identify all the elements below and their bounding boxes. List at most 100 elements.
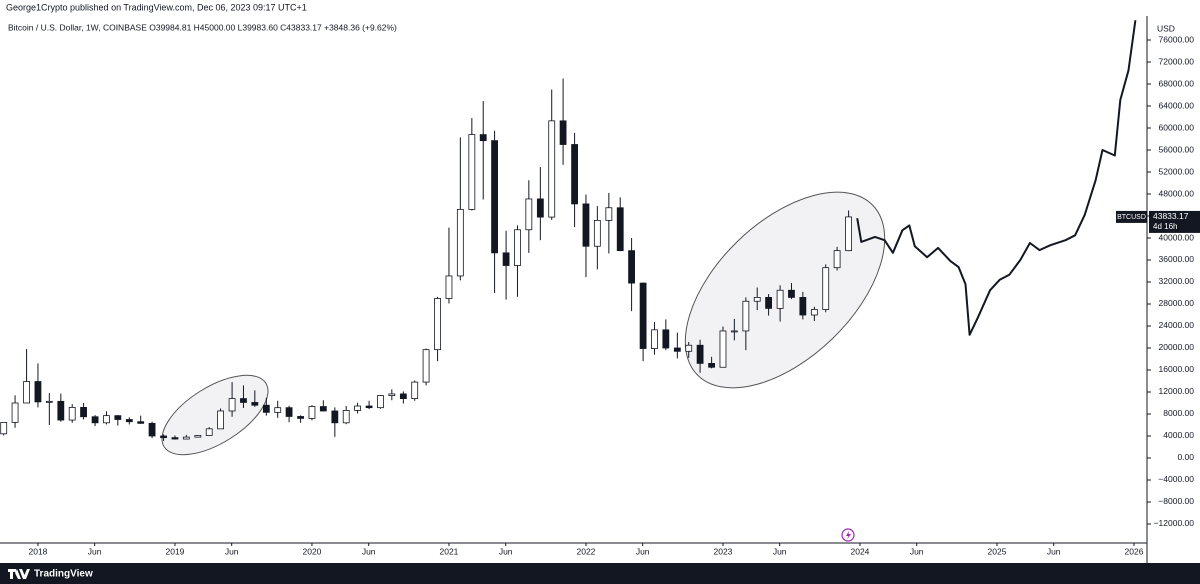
- candle-body: [719, 330, 727, 368]
- candle-body: [845, 216, 853, 252]
- candle-body: [673, 347, 681, 352]
- x-tick-label: 2025: [988, 546, 1007, 556]
- candle-body: [182, 436, 190, 440]
- y-tick-label: 20000.00: [1159, 342, 1195, 352]
- candle-body: [160, 435, 167, 439]
- highlight-ellipse: [684, 191, 886, 389]
- x-tick-label: 2024: [851, 546, 870, 556]
- candle-body: [730, 330, 738, 333]
- event-icon[interactable]: [841, 528, 855, 542]
- candle-body: [810, 309, 818, 316]
- brand-logo: TradingView: [8, 569, 93, 580]
- candle-body: [91, 416, 99, 424]
- candle-body: [445, 275, 453, 299]
- y-tick-label: 16000.00: [1159, 364, 1195, 374]
- candle-body: [468, 134, 476, 210]
- candle-body: [582, 203, 590, 247]
- candle-body: [377, 395, 384, 409]
- candle-body: [491, 140, 498, 254]
- candle-body: [57, 400, 65, 421]
- symbol-badge-label: BTCUSD: [1117, 214, 1146, 221]
- candle-body: [456, 209, 464, 277]
- y-tick-label: 32000.00: [1159, 276, 1195, 286]
- candle-body: [479, 134, 487, 142]
- candle-body: [23, 381, 30, 404]
- candle-body: [262, 404, 270, 413]
- x-tick-label: 2023: [714, 546, 733, 556]
- y-tick-label: 36000.00: [1159, 254, 1195, 264]
- candle-body: [125, 419, 133, 423]
- publisher: George1Crypto published on TradingView.c…: [6, 2, 307, 12]
- candle-body: [354, 405, 361, 411]
- highlight-regions: [161, 191, 886, 456]
- candle-body: [662, 329, 670, 349]
- candle-body: [365, 405, 373, 409]
- candle-body: [605, 207, 613, 221]
- candle-body: [45, 400, 53, 403]
- candle-body: [80, 406, 87, 418]
- candle-body: [628, 250, 635, 284]
- candle-body: [434, 298, 441, 351]
- candle-body: [251, 402, 259, 406]
- candle-body: [34, 381, 42, 403]
- y-tick-label: 64000.00: [1159, 100, 1195, 110]
- countdown-label: 4d 16h: [1153, 222, 1177, 231]
- candle-body: [833, 250, 841, 269]
- x-tick-label: Jun: [773, 546, 787, 556]
- y-tick-label: −12000.00: [1154, 518, 1195, 528]
- y-tick-label: 12000.00: [1159, 386, 1195, 396]
- y-tick-label: 52000.00: [1159, 166, 1195, 176]
- x-tick-label: Jun: [1047, 546, 1061, 556]
- x-tick-label: Jun: [362, 546, 376, 556]
- candle-body: [559, 120, 567, 145]
- candle-body: [240, 398, 247, 403]
- y-tick-label: 72000.00: [1159, 56, 1195, 66]
- projection-line: [856, 20, 1137, 336]
- y-tick-label: 4000.00: [1163, 430, 1194, 440]
- price-badge-symbol: [1116, 210, 1147, 223]
- candle-body: [753, 296, 761, 302]
- candle-body: [788, 289, 795, 298]
- x-tick-label: Jun: [225, 546, 239, 556]
- y-tick-label: 28000.00: [1159, 298, 1195, 308]
- candle-body: [103, 415, 110, 424]
- candle-body: [696, 344, 704, 364]
- x-tick-label: Jun: [499, 546, 513, 556]
- x-tick-label: Jun: [88, 546, 102, 556]
- candles: [0, 78, 853, 441]
- candle-body: [297, 416, 304, 419]
- y-tick-label: 48000.00: [1159, 188, 1195, 198]
- candle-body: [616, 207, 624, 252]
- candle-body: [285, 407, 293, 417]
- y-tick-label: 68000.00: [1159, 78, 1195, 88]
- y-tick-label: 8000.00: [1163, 408, 1194, 418]
- y-tick-label: 56000.00: [1159, 144, 1195, 154]
- x-tick-label: 2020: [302, 546, 321, 556]
- candle-body: [171, 437, 179, 440]
- candle-body: [776, 289, 784, 309]
- candle-body: [765, 296, 772, 309]
- x-tick-label: 2021: [440, 546, 459, 556]
- candle-body: [536, 198, 544, 218]
- currency-label: USD: [1157, 23, 1175, 33]
- last-price-label: 43833.17: [1153, 211, 1189, 221]
- candle-body: [308, 406, 316, 419]
- brand-mark: [8, 569, 30, 579]
- candle-body: [514, 229, 521, 266]
- candle-body: [11, 402, 19, 423]
- footer-bar: [0, 563, 1200, 584]
- x-tick-label: Jun: [910, 546, 924, 556]
- x-tick-label: 2018: [28, 546, 47, 556]
- y-tick-label: −8000.00: [1158, 496, 1194, 506]
- candle-body: [411, 381, 419, 399]
- candle-body: [274, 407, 282, 413]
- candle-body: [342, 410, 350, 424]
- candle-body: [205, 428, 213, 436]
- y-tick-label: 0.00: [1177, 452, 1194, 462]
- candle-body: [593, 220, 601, 247]
- candle-body: [68, 406, 76, 421]
- y-tick-label: 24000.00: [1159, 320, 1195, 330]
